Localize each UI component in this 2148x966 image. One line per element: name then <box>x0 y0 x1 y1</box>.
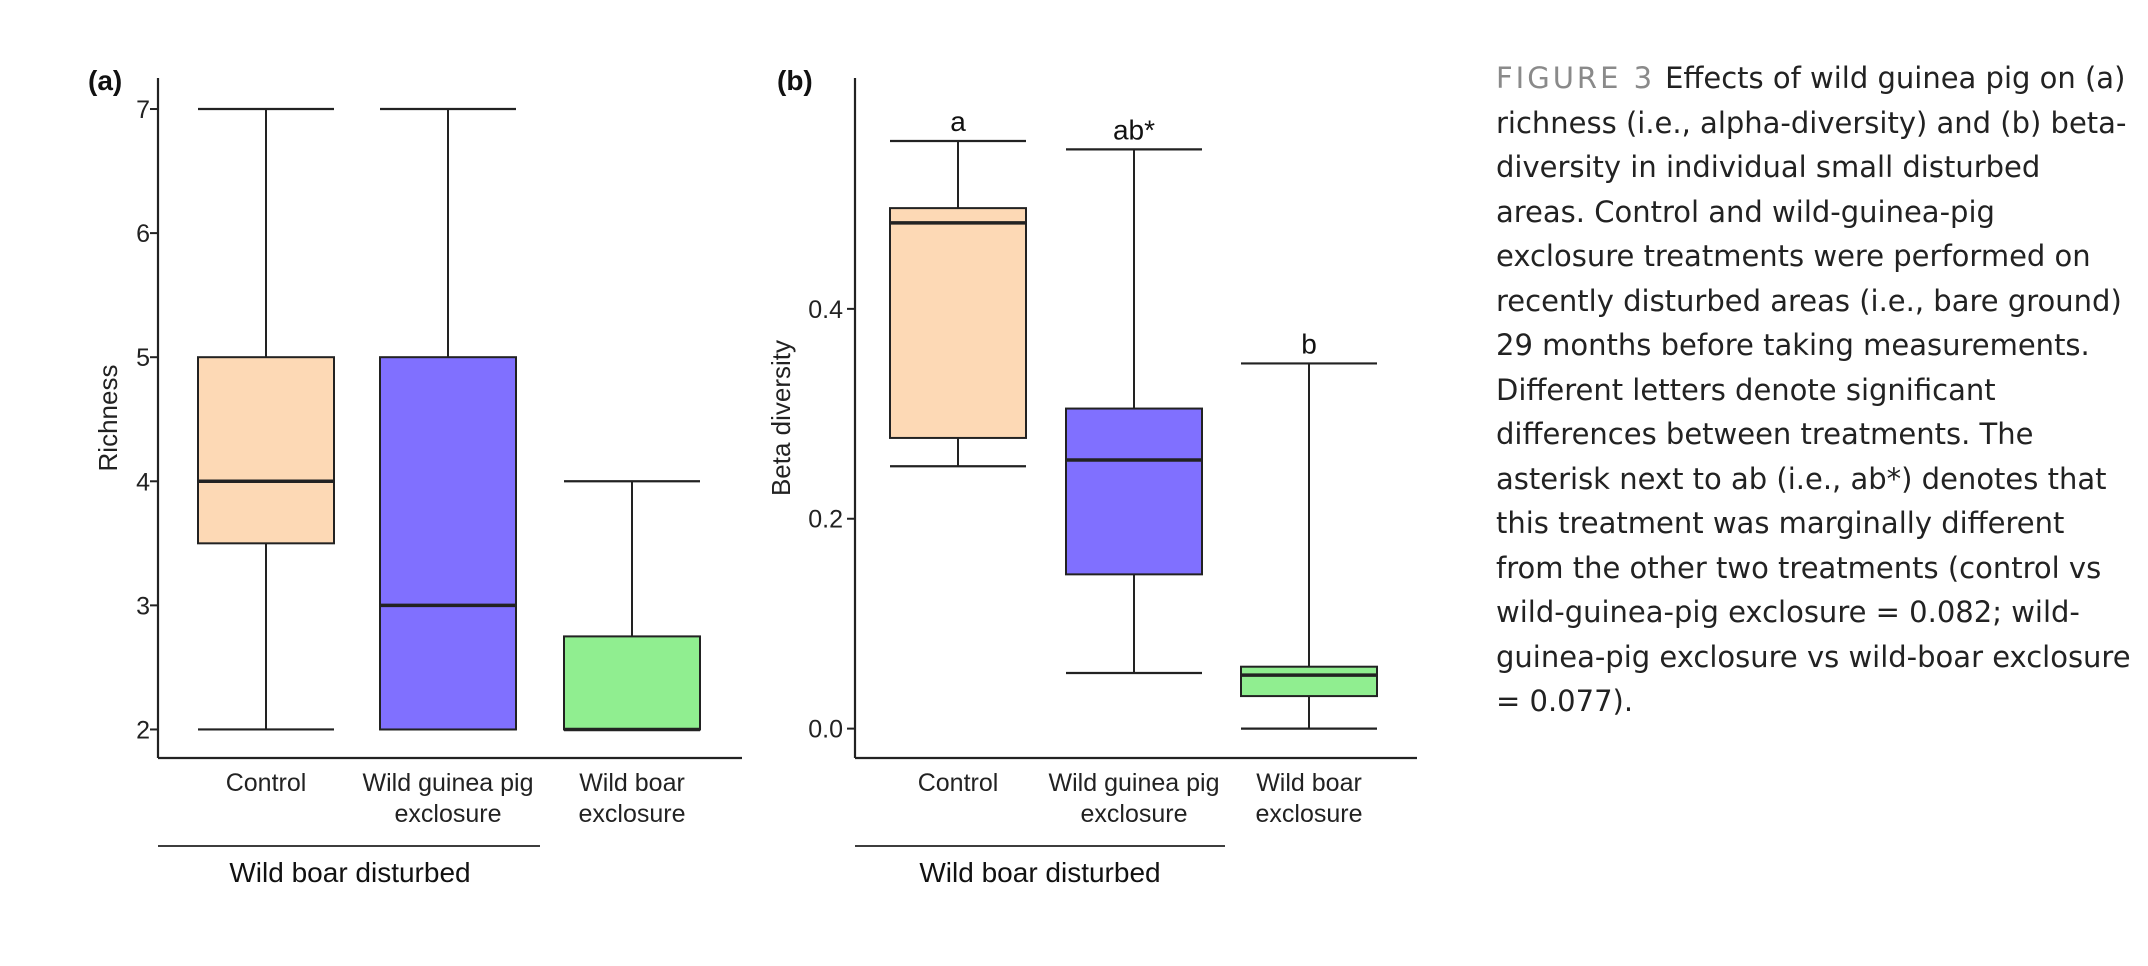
panel-b-y-tick-label: 0.0 <box>808 716 843 744</box>
panel-a-y-tick-label: 3 <box>136 592 150 620</box>
panel-b-category-label-line2: exclosure <box>1256 800 1363 828</box>
panel-b-label: (b) <box>777 65 813 96</box>
panel-a-box <box>379 356 517 731</box>
panel-b-category-label: Wild guinea pig <box>1049 769 1220 797</box>
panel-a-y-tick-label: 5 <box>136 344 150 372</box>
panel-b-significance-letter: b <box>1301 328 1317 359</box>
panel-a-category-label-line2: exclosure <box>579 800 686 828</box>
panel-a-label: (a) <box>88 65 122 96</box>
panel-a-y-tick-label: 7 <box>136 96 150 124</box>
figure-3: 2 3 4 5 6 7 Richness (a) Control Wild guinea pig e… <box>88 65 1417 888</box>
panel-b-y-tick-label: 0.4 <box>808 296 843 324</box>
panel-b-box <box>889 207 1027 439</box>
panel-b-category-label: Wild boar <box>1256 769 1362 797</box>
panel-b-box <box>1240 665 1378 698</box>
panel-b-significance-letter: ab* <box>1113 114 1155 145</box>
panel-b-category-label-line2: exclosure <box>1081 800 1188 828</box>
panel-a-y-tick-label: 4 <box>136 468 150 496</box>
figure-caption: FIGURE 3 Effects of wild guinea pig on (a… <box>1496 56 2136 724</box>
panel-b-significance-letter: a <box>950 106 966 137</box>
panel-a-category-label: Wild boar <box>579 769 685 797</box>
panel-b-group-label: Wild boar disturbed <box>919 857 1160 888</box>
panel-b-box <box>1065 407 1203 576</box>
panel-a-y-tick-label: 6 <box>136 220 150 248</box>
panel-a-category-label: Wild guinea pig <box>363 769 534 797</box>
panel-a-box <box>563 635 701 731</box>
panel-a-group-label: Wild boar disturbed <box>229 857 470 888</box>
panel-a-category-label: Control <box>226 769 307 797</box>
panel-b-category-label: Control <box>918 769 999 797</box>
panel-a-box <box>197 356 335 545</box>
panel-b-y-axis-label: Beta diversity <box>766 340 796 496</box>
panel-a-y-tick-label: 2 <box>136 716 150 744</box>
panel-a-y-axis-label: Richness <box>93 365 123 472</box>
figure-caption-text: Effects of wild guinea pig on (a) richne… <box>1496 61 2131 718</box>
panel-a-category-label-line2: exclosure <box>395 800 502 828</box>
figure-caption-label: FIGURE 3 <box>1496 61 1656 95</box>
panel-b-y-tick-label: 0.2 <box>808 506 843 534</box>
